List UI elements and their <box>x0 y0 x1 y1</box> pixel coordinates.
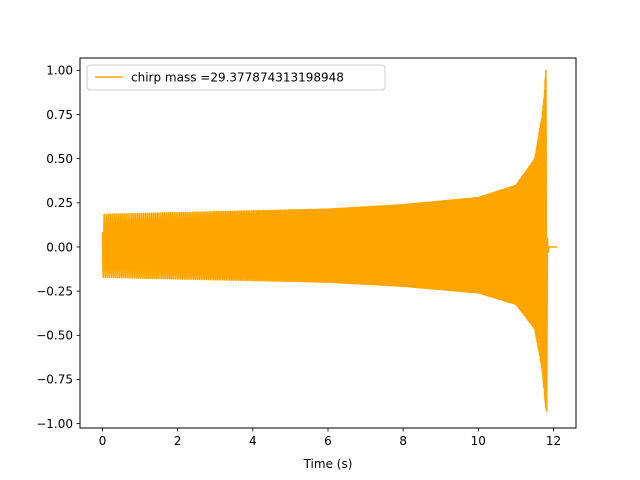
y-tick-label: 1.00 <box>46 64 73 78</box>
x-tick-label: 8 <box>399 434 407 448</box>
y-axis: −1.00 −0.75 −0.50 −0.25 0.00 0.25 0.50 0.75 1.00 <box>36 64 80 431</box>
x-tick-label: 0 <box>99 434 107 448</box>
legend-entry-label: chirp mass =29.377874313198948 <box>131 71 344 85</box>
legend-box <box>86 64 386 91</box>
series-line-chirp <box>101 69 558 412</box>
y-tick-label: −0.25 <box>36 284 73 298</box>
y-tick-label: −0.75 <box>36 373 73 387</box>
y-tick-label: 0.00 <box>46 240 73 254</box>
y-tick-label: −0.50 <box>36 329 73 343</box>
y-tick-label: −1.00 <box>36 417 73 431</box>
y-tick-label: 0.50 <box>46 152 73 166</box>
y-tick-label: 0.75 <box>46 108 73 122</box>
x-tick-label: 2 <box>174 434 182 448</box>
y-tick-label: 0.25 <box>46 196 73 210</box>
plot-content <box>101 69 558 412</box>
x-axis-label: Time (s) <box>303 457 353 471</box>
x-tick-label: 10 <box>471 434 486 448</box>
x-tick-label: 12 <box>546 434 561 448</box>
x-tick-label: 4 <box>249 434 257 448</box>
x-tick-label: 6 <box>324 434 332 448</box>
legend: chirp mass =29.377874313198948 <box>86 64 386 91</box>
x-axis: 0 2 4 6 8 10 12 <box>99 428 561 448</box>
